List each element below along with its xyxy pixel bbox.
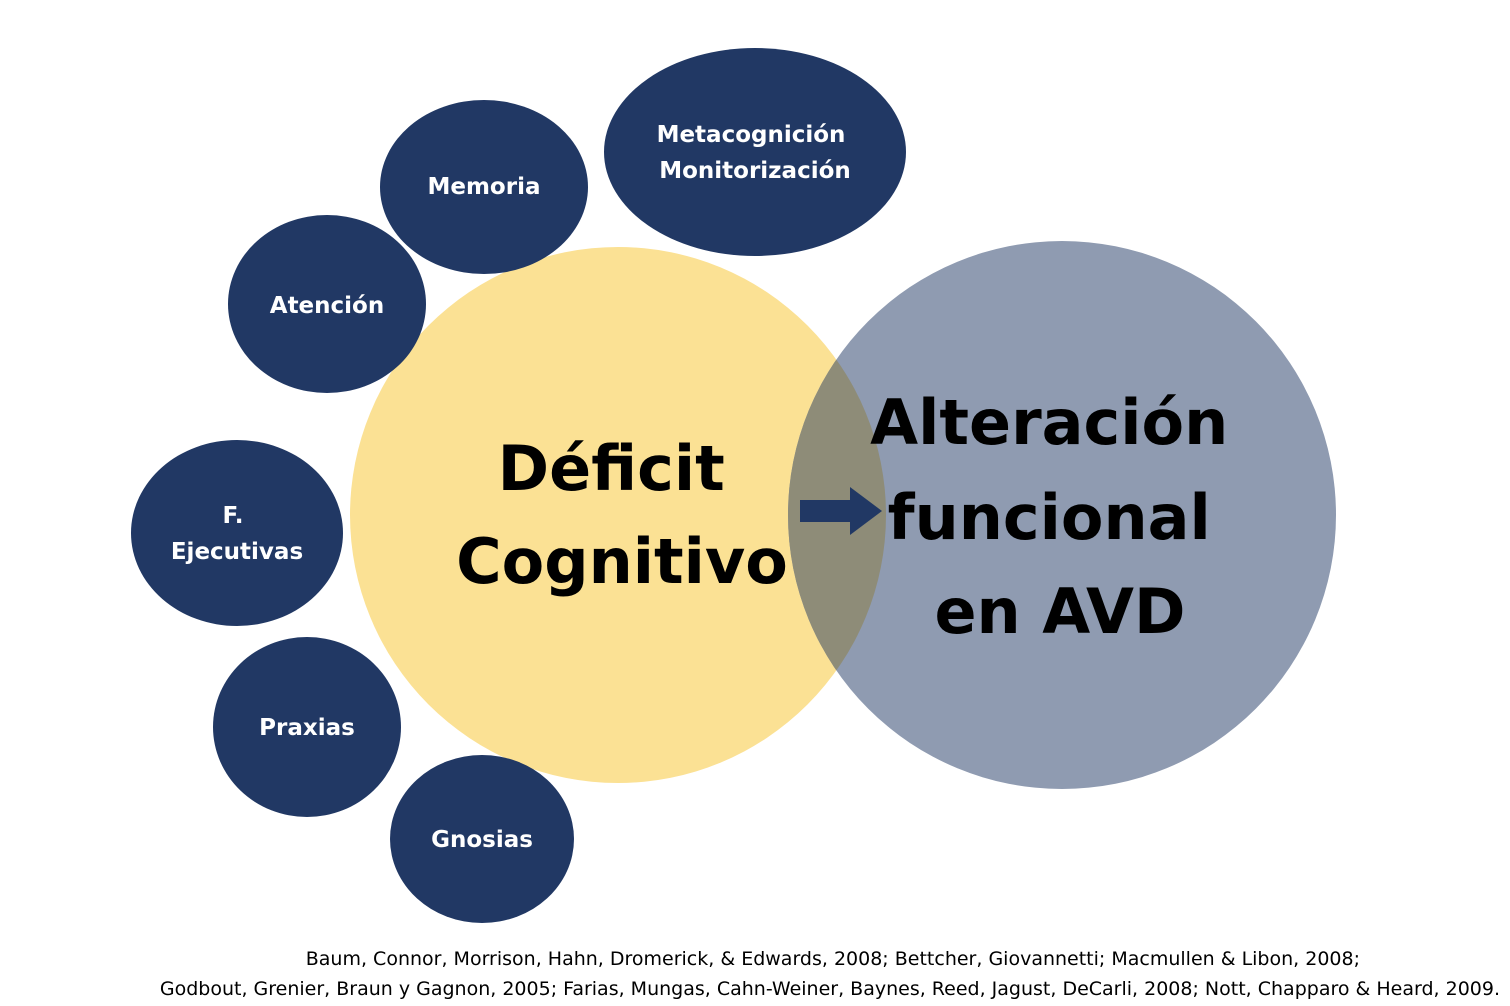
right-arrow-icon <box>800 487 882 535</box>
functional-alteration-circle <box>788 241 1336 789</box>
ejecutivas-label: F. Ejecutivas <box>171 503 303 565</box>
cognitive-deficit-circle <box>350 247 886 783</box>
memoria-node: Memoria <box>380 100 588 274</box>
functional-alteration-label: Alteración funcional en AVD <box>870 386 1250 648</box>
atencion-node: Atención <box>228 215 426 393</box>
memoria-label: Memoria <box>427 174 540 200</box>
praxias-node: Praxias <box>213 637 401 817</box>
reference-line-2: Godbout, Grenier, Braun y Gagnon, 2005; … <box>159 978 1500 1000</box>
metacognicion-node: Metacognición Monitorización <box>604 48 906 256</box>
gnosias-node: Gnosias <box>390 755 574 923</box>
cognitive-deficit-label: Déficit Cognitivo <box>456 432 788 598</box>
metacognicion-label: Metacognición Monitorización <box>657 122 854 184</box>
reference-line-1: Baum, Connor, Morrison, Hahn, Dromerick,… <box>305 948 1360 970</box>
atencion-label: Atención <box>270 293 384 319</box>
ejecutivas-node: F. Ejecutivas <box>131 440 343 626</box>
gnosias-label: Gnosias <box>431 827 533 853</box>
references: Baum, Connor, Morrison, Hahn, Dromerick,… <box>0 944 1500 1004</box>
praxias-label: Praxias <box>259 715 355 741</box>
